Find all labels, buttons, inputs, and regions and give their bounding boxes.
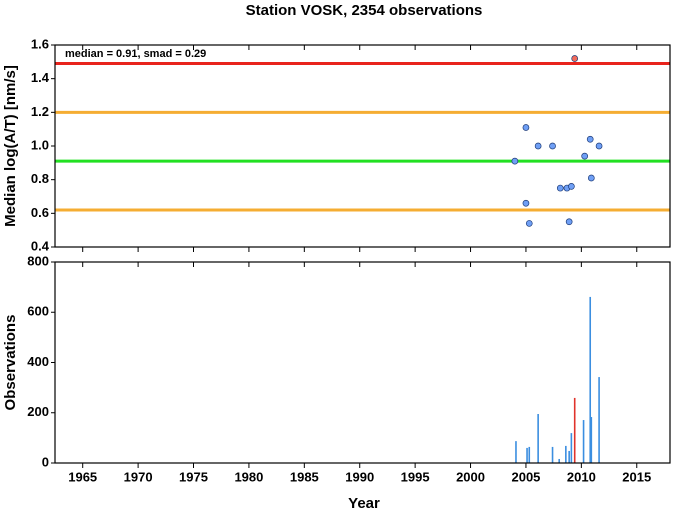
point xyxy=(568,183,575,190)
point xyxy=(534,142,542,150)
x-tick-label: 2015 xyxy=(622,469,651,484)
y-tick-label: 400 xyxy=(27,354,49,369)
x-tick-label: 1965 xyxy=(68,469,97,484)
bar xyxy=(537,414,539,463)
point xyxy=(565,218,573,226)
bar xyxy=(582,420,585,463)
y-tick-label: 200 xyxy=(27,404,49,419)
x-tick-label: 1995 xyxy=(401,469,430,484)
bar xyxy=(590,417,593,463)
y-tick-label: 0.4 xyxy=(31,238,50,253)
point xyxy=(595,142,603,150)
bar xyxy=(598,377,600,463)
x-tick-label: 1975 xyxy=(179,469,208,484)
x-tick-label: 1980 xyxy=(234,469,263,484)
x-tick-label: 1970 xyxy=(124,469,153,484)
plot-frame xyxy=(54,44,671,248)
x-tick-label: 1985 xyxy=(290,469,319,484)
bar xyxy=(515,441,517,463)
x-tick-label: 2000 xyxy=(456,469,485,484)
x-axis-label: Year xyxy=(348,495,380,511)
x-tick-label: 2010 xyxy=(567,469,596,484)
y-axis-label: Median log(A/T) [nm/s] xyxy=(2,65,19,227)
chart-title: Station VOSK, 2354 observations xyxy=(246,2,483,19)
bar xyxy=(528,446,531,463)
bar xyxy=(570,433,573,463)
y-tick-label: 0 xyxy=(42,454,49,469)
x-tick-label: 2005 xyxy=(511,469,540,484)
plot-frame xyxy=(54,261,671,464)
bar xyxy=(526,447,528,463)
point xyxy=(587,174,595,182)
bar xyxy=(568,450,570,463)
y-tick-label: 1.4 xyxy=(31,70,50,85)
bar xyxy=(551,446,554,463)
annotation: median = 0.91, smad = 0.29 xyxy=(65,48,206,60)
y-tick-label: 1.2 xyxy=(31,104,49,119)
bar xyxy=(558,458,560,463)
point xyxy=(581,152,589,160)
x-tick-label: 1990 xyxy=(345,469,374,484)
y-tick-label: 1.6 xyxy=(31,36,49,51)
y-tick-label: 1.0 xyxy=(31,137,49,152)
y-tick-label: 0.6 xyxy=(31,205,49,220)
point xyxy=(549,142,556,150)
y-tick-label: 0.8 xyxy=(31,171,49,186)
bar xyxy=(573,397,576,463)
point xyxy=(522,124,530,131)
point xyxy=(522,199,530,207)
bar xyxy=(589,296,592,463)
point xyxy=(586,135,594,143)
point xyxy=(525,220,533,227)
point xyxy=(511,157,519,165)
y-tick-label: 600 xyxy=(27,304,49,319)
bar xyxy=(565,445,567,463)
y-tick-label: 800 xyxy=(27,253,49,268)
point xyxy=(571,55,579,62)
point xyxy=(556,184,564,192)
y-axis-label: Observations xyxy=(2,315,19,411)
